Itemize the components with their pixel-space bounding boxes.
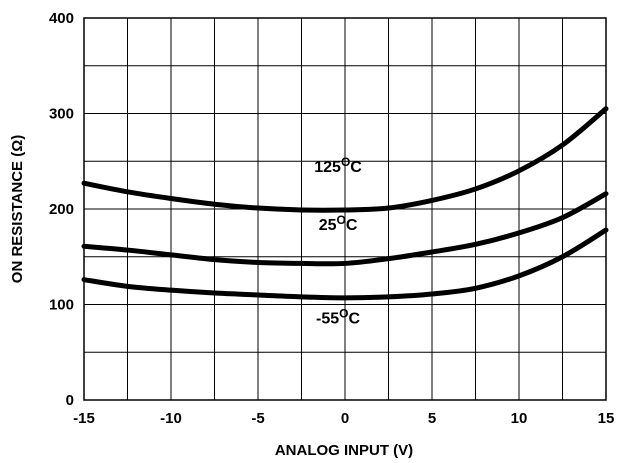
x-axis-label: ANALOG INPUT (V) bbox=[275, 442, 413, 459]
y-tick-label: 300 bbox=[49, 106, 74, 123]
series-layer bbox=[81, 106, 609, 301]
curve-label: 125OC bbox=[314, 155, 362, 176]
series-line-125c bbox=[81, 106, 609, 213]
y-tick-label: 400 bbox=[49, 10, 74, 27]
x-tick-label: 5 bbox=[428, 410, 436, 427]
curve-label: -55OC bbox=[316, 307, 360, 328]
x-tick-label: 10 bbox=[511, 410, 528, 427]
y-tick-label: 0 bbox=[66, 392, 74, 409]
series-line-minus55c bbox=[81, 227, 609, 301]
tick-labels: -15 -10 -5 0 5 10 15 0 100 200 300 400 bbox=[49, 10, 614, 427]
y-tick-label: 200 bbox=[49, 201, 74, 218]
series-line-25c bbox=[81, 191, 609, 267]
x-tick-label: 15 bbox=[598, 410, 615, 427]
x-tick-label: 0 bbox=[341, 410, 349, 427]
curve-label: 25OC bbox=[319, 213, 358, 234]
curve-labels: 125OC 25OC -55OC bbox=[314, 155, 362, 328]
x-tick-label: -15 bbox=[73, 410, 95, 427]
y-tick-label: 100 bbox=[49, 297, 74, 314]
y-axis-label: ON RESISTANCE (Ω) bbox=[9, 135, 26, 283]
x-tick-label: -5 bbox=[251, 410, 264, 427]
plot-frame bbox=[83, 17, 607, 401]
x-tick-label: -10 bbox=[160, 410, 182, 427]
